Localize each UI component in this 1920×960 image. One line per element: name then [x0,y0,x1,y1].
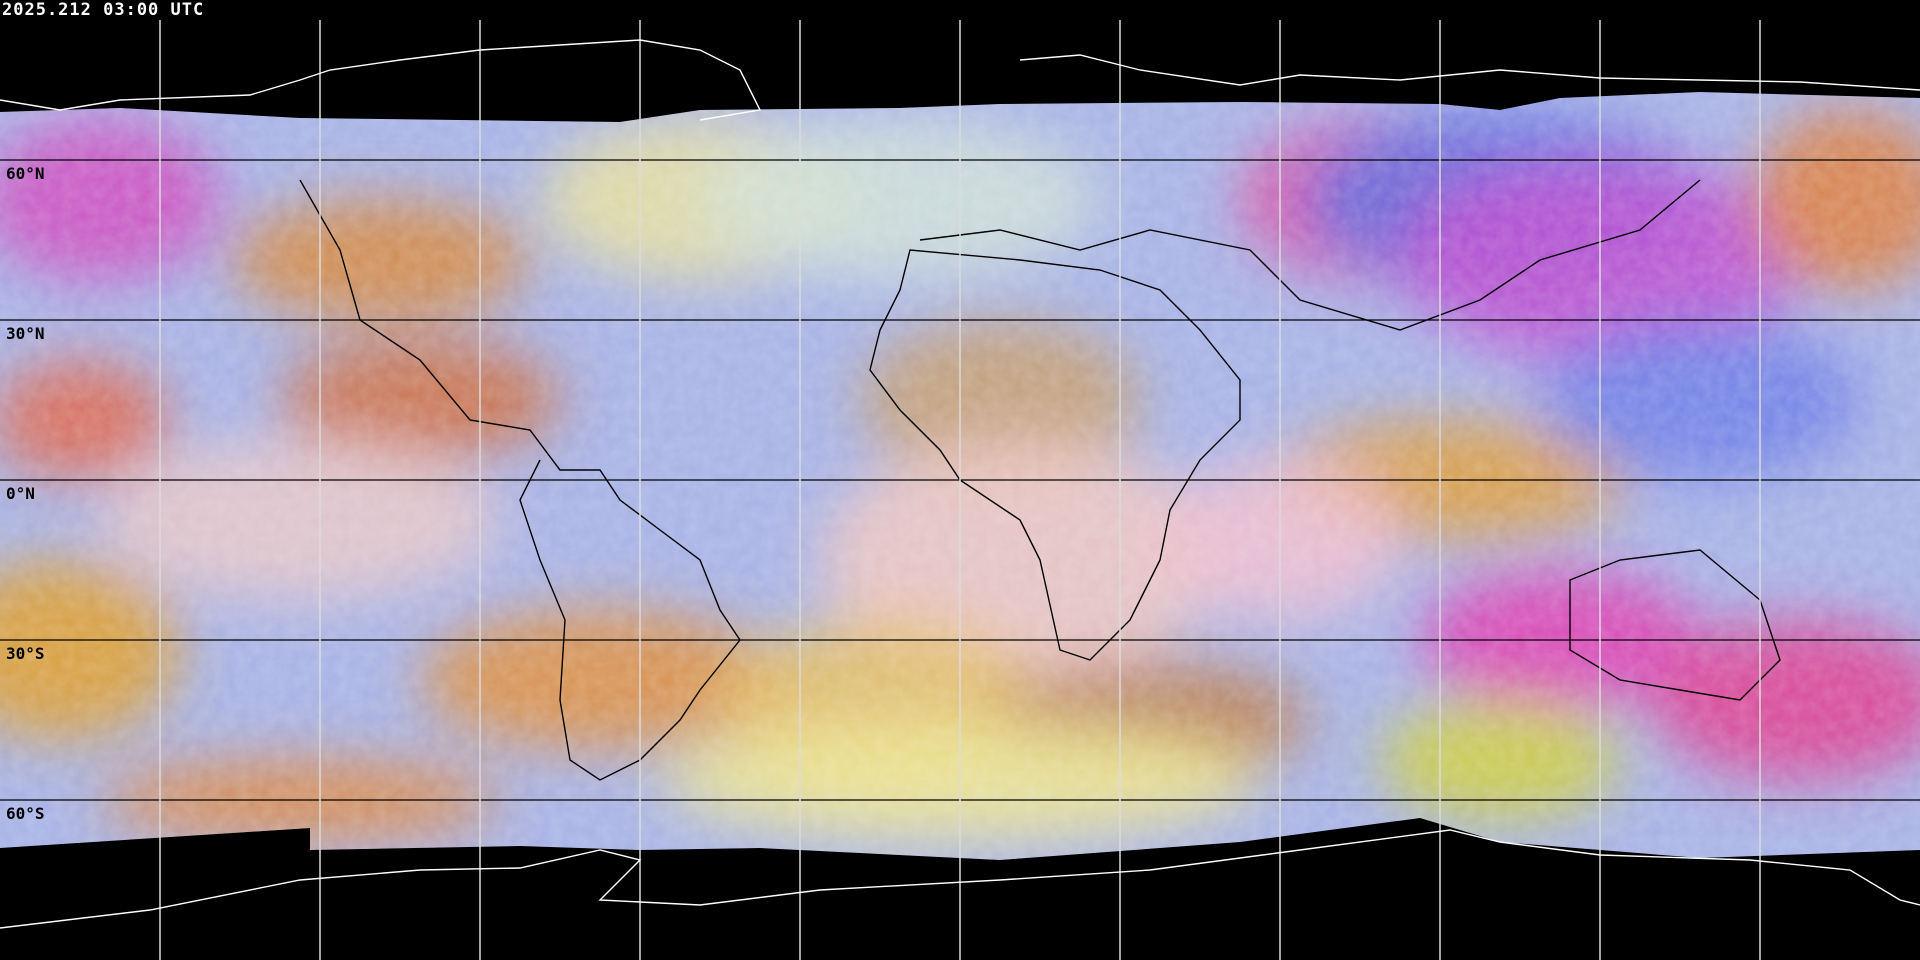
americas-coast [299,179,741,781]
africa-coast [869,249,1241,661]
antarctica-coast [0,829,1920,929]
latitude-label: 60°N [6,164,45,183]
latitude-label: 30°N [6,324,45,343]
latitude-label: 60°S [6,804,45,823]
polar-coastlines [0,39,1920,929]
arctic-coast [0,39,762,121]
timestamp-title: 2025.212 03:00 UTC [2,0,205,20]
latitude-label: 0°N [6,484,35,503]
latitude-label: 30°S [6,644,45,663]
eurasia-coast [919,179,1701,331]
siberia-coast [1019,54,1920,91]
coastlines [299,179,1781,781]
